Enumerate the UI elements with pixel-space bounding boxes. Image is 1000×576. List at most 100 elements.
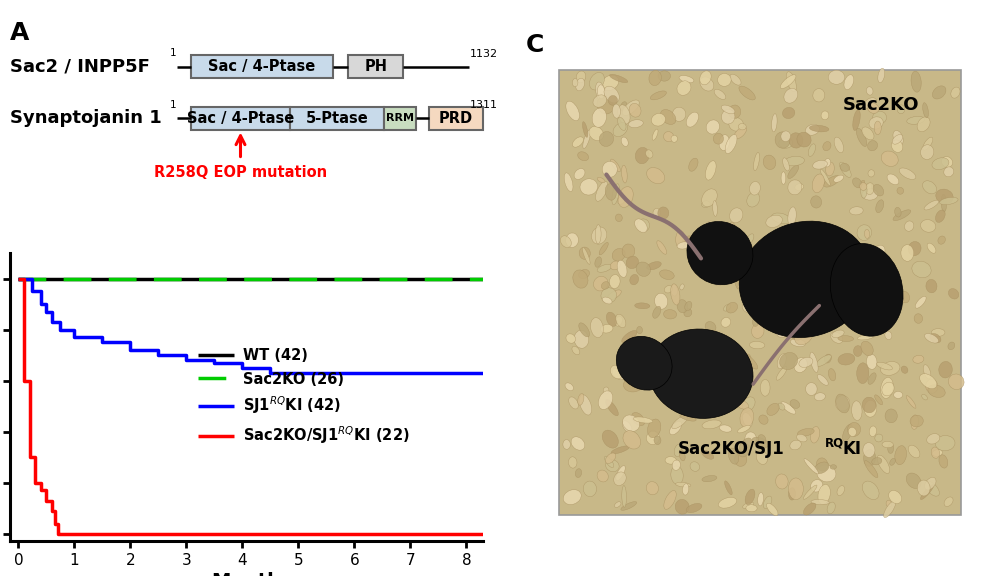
SJ1$^{RQ}$KI (42) xyxy=(46,308,58,315)
Ellipse shape xyxy=(782,107,795,119)
Ellipse shape xyxy=(932,450,942,456)
Ellipse shape xyxy=(660,270,674,279)
Ellipse shape xyxy=(859,180,865,187)
SJ1$^{RQ}$KI (42) xyxy=(264,370,276,377)
Ellipse shape xyxy=(603,387,609,394)
Ellipse shape xyxy=(884,501,896,517)
Ellipse shape xyxy=(602,297,612,304)
Ellipse shape xyxy=(672,395,682,404)
Ellipse shape xyxy=(862,481,879,499)
Ellipse shape xyxy=(719,425,732,432)
SJ1$^{RQ}$KI (42) xyxy=(46,319,58,325)
Ellipse shape xyxy=(908,445,920,458)
Ellipse shape xyxy=(635,147,649,164)
SJ1$^{RQ}$KI (42) xyxy=(96,334,108,340)
Text: 1132: 1132 xyxy=(470,49,498,59)
Ellipse shape xyxy=(811,480,823,492)
Ellipse shape xyxy=(891,140,903,153)
Ellipse shape xyxy=(721,317,731,327)
Ellipse shape xyxy=(920,484,934,499)
Ellipse shape xyxy=(936,189,953,204)
Ellipse shape xyxy=(824,158,831,167)
Ellipse shape xyxy=(671,284,680,305)
Ellipse shape xyxy=(797,434,807,442)
Ellipse shape xyxy=(874,278,883,289)
Ellipse shape xyxy=(735,375,753,391)
Ellipse shape xyxy=(866,354,877,369)
Ellipse shape xyxy=(679,372,692,388)
Ellipse shape xyxy=(875,310,885,320)
Ellipse shape xyxy=(944,497,953,506)
FancyBboxPatch shape xyxy=(384,107,416,130)
Ellipse shape xyxy=(911,415,918,429)
Sac2KO/SJ1$^{RQ}$KI (22) xyxy=(35,479,47,486)
Sac2KO/SJ1$^{RQ}$KI (22) xyxy=(40,497,52,504)
Ellipse shape xyxy=(776,367,787,380)
Ellipse shape xyxy=(650,430,656,439)
Ellipse shape xyxy=(881,151,898,166)
Ellipse shape xyxy=(652,129,658,140)
Ellipse shape xyxy=(605,184,616,200)
SJ1$^{RQ}$KI (42) xyxy=(26,275,38,282)
Line: Sac2KO/SJ1$^{RQ}$KI (22): Sac2KO/SJ1$^{RQ}$KI (22) xyxy=(18,279,483,534)
Ellipse shape xyxy=(582,122,588,137)
Ellipse shape xyxy=(865,461,878,478)
Ellipse shape xyxy=(601,282,609,289)
Ellipse shape xyxy=(622,244,635,258)
Ellipse shape xyxy=(622,486,626,507)
Ellipse shape xyxy=(729,222,737,242)
Ellipse shape xyxy=(941,194,946,212)
Ellipse shape xyxy=(766,215,782,228)
Ellipse shape xyxy=(608,96,617,105)
Ellipse shape xyxy=(817,465,836,482)
Ellipse shape xyxy=(863,442,875,457)
Ellipse shape xyxy=(616,314,626,328)
Ellipse shape xyxy=(654,436,661,445)
Ellipse shape xyxy=(828,70,845,84)
Ellipse shape xyxy=(618,105,630,124)
SJ1$^{RQ}$KI (42) xyxy=(208,359,220,366)
Ellipse shape xyxy=(923,137,933,150)
Ellipse shape xyxy=(899,168,916,180)
Ellipse shape xyxy=(813,89,825,102)
Ellipse shape xyxy=(729,118,743,131)
Ellipse shape xyxy=(597,97,613,114)
Ellipse shape xyxy=(783,158,789,171)
Ellipse shape xyxy=(566,334,576,343)
Ellipse shape xyxy=(611,446,629,454)
Ellipse shape xyxy=(808,144,816,157)
Ellipse shape xyxy=(807,222,819,233)
Ellipse shape xyxy=(618,187,633,207)
Ellipse shape xyxy=(573,270,588,288)
Ellipse shape xyxy=(799,357,813,367)
Ellipse shape xyxy=(683,236,695,245)
Sac2KO/SJ1$^{RQ}$KI (22) xyxy=(18,377,30,384)
Ellipse shape xyxy=(742,300,762,313)
Ellipse shape xyxy=(923,181,937,194)
Ellipse shape xyxy=(836,394,849,413)
Sac2KO/SJ1$^{RQ}$KI (22) xyxy=(49,507,61,514)
Ellipse shape xyxy=(890,458,895,465)
Ellipse shape xyxy=(830,244,903,336)
Ellipse shape xyxy=(832,330,844,338)
Ellipse shape xyxy=(563,490,581,505)
Ellipse shape xyxy=(845,251,856,263)
Ellipse shape xyxy=(650,91,666,100)
Ellipse shape xyxy=(908,241,921,256)
Ellipse shape xyxy=(728,448,739,464)
SJ1$^{RQ}$KI (42) xyxy=(96,339,108,346)
Text: 1: 1 xyxy=(170,100,177,109)
Ellipse shape xyxy=(763,155,776,169)
Ellipse shape xyxy=(808,274,819,286)
Ellipse shape xyxy=(812,174,824,193)
Ellipse shape xyxy=(864,450,875,466)
SJ1$^{RQ}$KI (42) xyxy=(40,308,52,315)
SJ1$^{RQ}$KI (42) xyxy=(236,365,248,372)
Ellipse shape xyxy=(680,284,684,290)
Ellipse shape xyxy=(895,446,907,465)
Ellipse shape xyxy=(818,287,831,298)
Ellipse shape xyxy=(778,403,785,410)
Text: RRM: RRM xyxy=(386,113,414,123)
Ellipse shape xyxy=(578,151,589,161)
SJ1$^{RQ}$KI (42) xyxy=(68,334,80,340)
